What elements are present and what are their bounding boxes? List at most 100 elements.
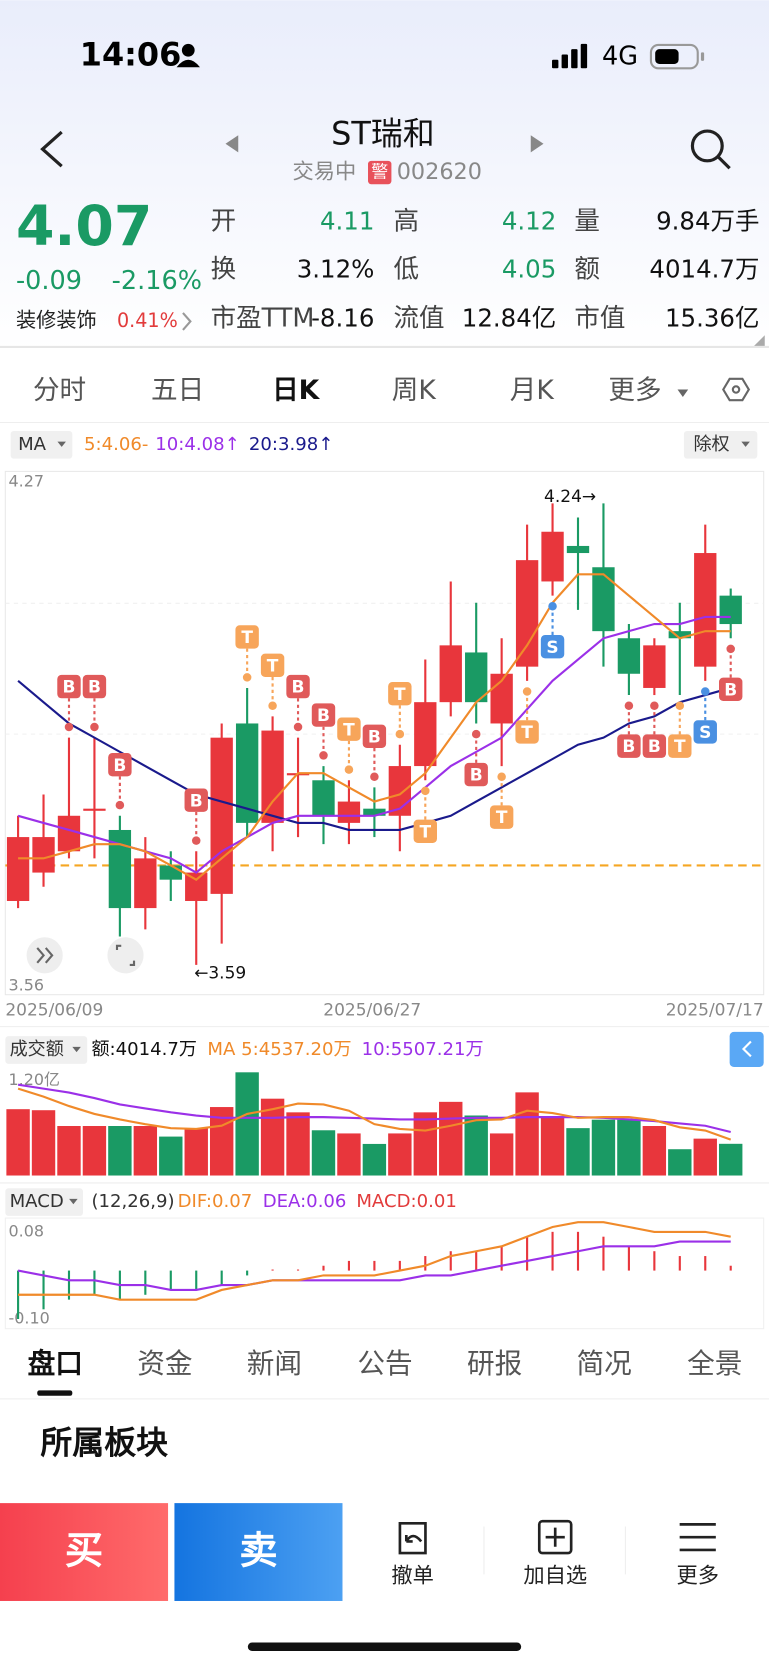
candle-body bbox=[312, 780, 335, 816]
adjust-select-bg[interactable] bbox=[683, 430, 758, 459]
detail-tab[interactable]: 新闻 bbox=[247, 1347, 302, 1380]
sector-name[interactable]: 装修装饰 bbox=[16, 308, 97, 332]
dif-label: DIF:0.07 bbox=[178, 1191, 253, 1212]
signal-label: S bbox=[546, 638, 558, 658]
dif-line bbox=[18, 1221, 731, 1301]
action-label[interactable]: 撤单 bbox=[391, 1564, 434, 1589]
period-tab[interactable]: 月K bbox=[510, 375, 555, 406]
indicator-select[interactable]: MA bbox=[18, 434, 47, 455]
warning-badge: 警 bbox=[371, 163, 388, 183]
dropdown-caret bbox=[677, 389, 689, 397]
volume-bar bbox=[159, 1136, 183, 1176]
next-stock[interactable] bbox=[530, 135, 544, 153]
signal-dot bbox=[115, 800, 125, 810]
action-label[interactable]: 更多 bbox=[676, 1564, 719, 1589]
signal-label: B bbox=[113, 756, 126, 776]
side-panel-tab[interactable] bbox=[729, 1031, 764, 1068]
buy-button[interactable] bbox=[0, 1503, 169, 1601]
signal-dot bbox=[701, 687, 710, 696]
volume-select-bg[interactable] bbox=[5, 1036, 88, 1064]
signal-label: T bbox=[394, 685, 406, 705]
signal-badge bbox=[719, 677, 743, 702]
period-tab[interactable]: 更多 bbox=[608, 375, 661, 406]
macd-params: (12,26,9) bbox=[91, 1191, 174, 1212]
signal-badge bbox=[260, 653, 285, 678]
battery-icon bbox=[649, 43, 705, 70]
volume-select[interactable]: 成交额 bbox=[10, 1039, 64, 1060]
candle-body bbox=[566, 545, 590, 554]
period-tab[interactable]: 分时 bbox=[33, 375, 86, 406]
settings-button[interactable] bbox=[722, 377, 751, 402]
field-label: 额 bbox=[574, 254, 600, 284]
volume-ma5-line bbox=[17, 1087, 732, 1141]
prev-stock[interactable] bbox=[225, 135, 239, 153]
detail-tab[interactable]: 盘口 bbox=[28, 1347, 83, 1380]
volume-bar bbox=[235, 1072, 259, 1176]
field-label: 换 bbox=[211, 254, 237, 284]
sell-button[interactable] bbox=[174, 1503, 343, 1601]
detail-tab[interactable]: 研报 bbox=[467, 1347, 522, 1380]
volume-bar bbox=[464, 1115, 488, 1176]
signal-label: B bbox=[190, 791, 203, 811]
expand-button[interactable] bbox=[26, 937, 63, 974]
section-title: 所属板块 bbox=[40, 1424, 168, 1462]
volume-bar bbox=[693, 1138, 717, 1176]
detail-tab[interactable]: 简况 bbox=[576, 1347, 631, 1380]
more-icon[interactable] bbox=[679, 1523, 716, 1552]
signal-badge bbox=[388, 682, 412, 706]
y-tick-label: -0.10 bbox=[9, 1308, 50, 1327]
volume-bar bbox=[362, 1143, 387, 1176]
action-label[interactable]: 加自选 bbox=[523, 1564, 587, 1589]
period-tab[interactable]: 五日 bbox=[151, 375, 204, 406]
signal-label: B bbox=[62, 678, 75, 698]
macd-select[interactable]: MACD bbox=[10, 1191, 64, 1212]
candle-body bbox=[6, 837, 30, 901]
signal-badge bbox=[668, 734, 692, 758]
volume-bar bbox=[6, 1109, 30, 1176]
candle-body bbox=[57, 815, 81, 852]
volume-amount: 额:4014.7万 bbox=[91, 1039, 197, 1060]
adjust-select[interactable]: 除权 bbox=[693, 434, 729, 455]
back-button[interactable] bbox=[40, 130, 63, 168]
field-label: 高 bbox=[394, 207, 420, 237]
field-value: 12.84亿 bbox=[462, 303, 556, 332]
detail-tab[interactable]: 全景 bbox=[687, 1347, 742, 1380]
dropdown-caret bbox=[741, 441, 750, 447]
signal-dot bbox=[370, 772, 379, 781]
period-tab[interactable]: 周K bbox=[392, 375, 437, 406]
ma5-line bbox=[18, 573, 731, 882]
indicator-select-bg[interactable] bbox=[10, 430, 73, 459]
signal-dot bbox=[548, 602, 557, 611]
volume-bar bbox=[515, 1092, 539, 1176]
signal-badge bbox=[413, 819, 437, 844]
volume-bar bbox=[57, 1126, 81, 1176]
signal-dot bbox=[64, 722, 74, 732]
candle-body bbox=[363, 808, 386, 816]
macd-select-bg[interactable] bbox=[5, 1188, 83, 1216]
signal-label: B bbox=[368, 727, 381, 747]
detail-tab[interactable]: 资金 bbox=[137, 1347, 192, 1380]
signal-badge bbox=[337, 717, 361, 741]
watchlist-icon[interactable] bbox=[537, 1519, 573, 1555]
price-change-pct: -2.16% bbox=[112, 266, 202, 296]
detail-tab[interactable]: 公告 bbox=[357, 1347, 412, 1380]
field-value: -8.16 bbox=[311, 303, 374, 332]
period-tab[interactable]: 日K bbox=[272, 375, 321, 406]
time: 14:06 bbox=[80, 36, 182, 74]
signal-dot bbox=[90, 722, 99, 732]
signal-badge bbox=[235, 625, 259, 649]
volume-bar bbox=[439, 1101, 463, 1176]
search-button[interactable] bbox=[690, 129, 731, 170]
price-change: -0.09 bbox=[16, 266, 82, 296]
signal-label: B bbox=[317, 706, 330, 726]
cancel-icon[interactable] bbox=[398, 1521, 427, 1555]
buy-label[interactable]: 买 bbox=[65, 1529, 103, 1574]
sell-label[interactable]: 卖 bbox=[239, 1529, 277, 1574]
signal-badge bbox=[286, 674, 310, 699]
signal-dot bbox=[497, 772, 506, 781]
signal-badge bbox=[311, 703, 336, 727]
expand-corner[interactable] bbox=[754, 335, 765, 346]
fullscreen-button[interactable] bbox=[107, 937, 144, 974]
macd-label: MACD:0.01 bbox=[356, 1191, 457, 1212]
